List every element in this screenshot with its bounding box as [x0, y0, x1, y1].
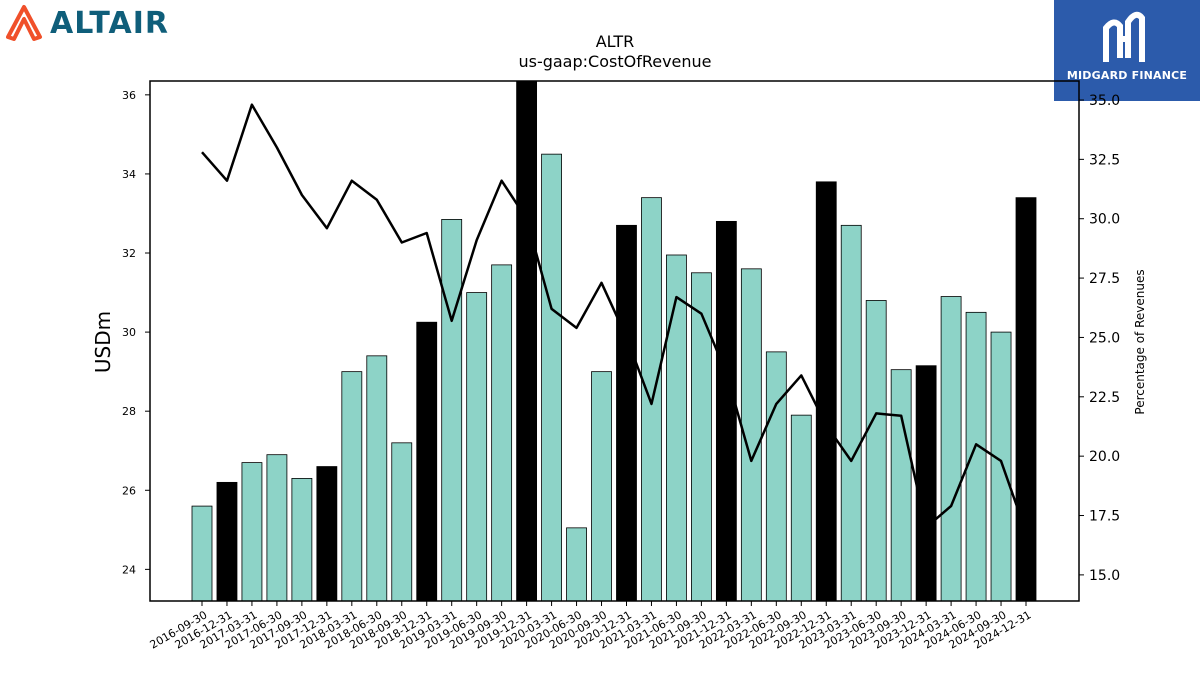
- bar-group: [191, 80, 1037, 602]
- bar-2023-06-30: [865, 300, 887, 602]
- bar-2017-09-30: [291, 478, 313, 602]
- y2-tick-label: 32.5: [1089, 152, 1120, 168]
- bar-2020-06-30: [566, 527, 587, 602]
- y-tick-label: 34: [122, 168, 136, 181]
- bar-2019-12-31: [516, 80, 538, 602]
- percentage-line: [201, 103, 1028, 533]
- bar-2024-09-30: [990, 331, 1012, 602]
- bar-2018-06-30: [366, 355, 388, 602]
- bar-2020-09-30: [591, 371, 612, 602]
- y2-tick-label: 22.5: [1089, 390, 1120, 406]
- bar-2023-12-31: [915, 365, 937, 602]
- y-tick-label: 24: [122, 563, 136, 576]
- plot-frame: [149, 80, 1080, 602]
- altair-logo-text: ALTAIR: [50, 5, 169, 41]
- bar-2024-06-30: [965, 311, 987, 602]
- line-group: [201, 103, 1028, 533]
- altair-a-icon: [6, 5, 42, 41]
- y-axis-label: USDm: [91, 311, 115, 373]
- x-axis: 2016-09-302016-12-312017-03-312017-06-30…: [148, 601, 1034, 652]
- chart-title: ALTR: [595, 32, 635, 51]
- bar-2018-09-30: [391, 442, 413, 602]
- bar-2018-12-31: [416, 321, 438, 602]
- bar-2016-09-30: [191, 505, 213, 602]
- y-tick-label: 32: [122, 247, 136, 260]
- y2-tick-label: 30.0: [1089, 212, 1120, 228]
- bar-2024-03-31: [940, 296, 962, 602]
- bar-2021-09-30: [691, 272, 712, 602]
- y-axis-right: 15.0 17.5 20.0 22.5 25.0 27.5 30.0 32.5 35.0: [1079, 93, 1120, 584]
- midgard-logo-text: MIDGARD FINANCE: [1066, 69, 1188, 82]
- bar-2020-12-31: [616, 224, 637, 602]
- bar-2022-12-31: [815, 181, 837, 602]
- bar-2019-09-30: [491, 264, 513, 602]
- y2-tick-label: 35.0: [1089, 93, 1120, 109]
- y-tick-label: 28: [122, 405, 136, 418]
- bar-2022-09-30: [790, 414, 812, 602]
- bar-2021-06-30: [666, 254, 687, 602]
- y-tick-label: 36: [122, 89, 136, 102]
- bar-2017-06-30: [266, 454, 288, 602]
- y2-tick-label: 17.5: [1089, 509, 1120, 525]
- bar-2023-03-31: [840, 224, 862, 602]
- bar-2019-06-30: [466, 292, 488, 602]
- bar-2022-06-30: [765, 351, 787, 602]
- bar-2017-12-31: [316, 466, 338, 602]
- y2-tick-label: 20.0: [1089, 449, 1120, 465]
- bar-2024-12-31: [1015, 197, 1037, 602]
- y2-tick-label: 15.0: [1089, 568, 1120, 584]
- bar-2023-09-30: [890, 369, 912, 602]
- bar-2016-12-31: [216, 481, 238, 602]
- y-axis-left: 24 26 28 30 32 34 36: [122, 89, 150, 576]
- bar-2019-03-31: [441, 219, 463, 602]
- y2-tick-label: 25.0: [1089, 330, 1120, 346]
- y2-axis-label: Percentage of Revenues: [1133, 269, 1147, 414]
- bar-2021-12-31: [715, 220, 737, 602]
- bar-2018-03-31: [341, 371, 363, 602]
- bar-2020-03-31: [541, 153, 562, 602]
- y-tick-label: 26: [122, 484, 136, 497]
- chart-subtitle: us-gaap:CostOfRevenue: [518, 52, 712, 71]
- altair-logo: ALTAIR: [4, 2, 169, 44]
- bar-2017-03-31: [241, 462, 263, 602]
- midgard-m-icon: [1103, 11, 1145, 62]
- y2-tick-label: 27.5: [1089, 271, 1120, 287]
- y-tick-label: 30: [122, 326, 136, 339]
